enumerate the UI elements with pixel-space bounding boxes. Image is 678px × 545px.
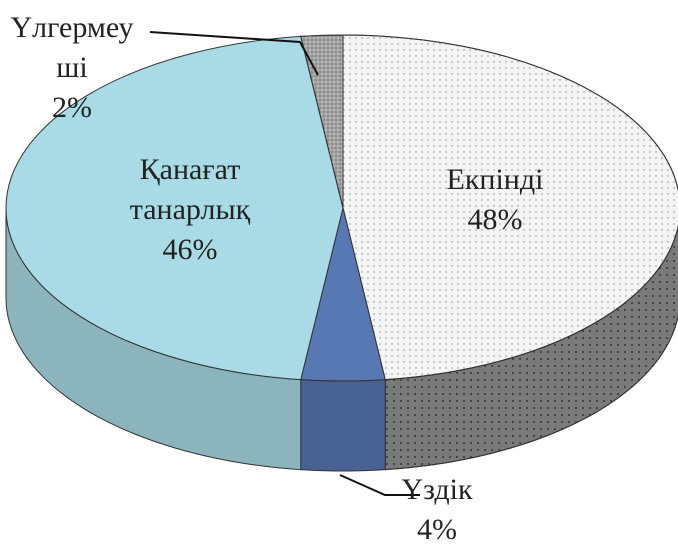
leader-line <box>149 31 319 76</box>
value-label: 48% <box>467 203 523 236</box>
category-label: Қанағат танарлық <box>129 153 251 226</box>
slice-side <box>300 379 386 472</box>
slice <box>5 35 344 381</box>
slice-label: Үздік 4% <box>327 470 547 545</box>
leader-line <box>339 474 420 496</box>
category-label: Екпінді <box>446 163 544 196</box>
slice-texture <box>300 34 344 209</box>
category-label: Үлгермеуші <box>10 11 134 84</box>
slice-label: Үлгермеуші 2% <box>5 8 140 128</box>
slice-label: Қанағат танарлық 46% <box>105 150 275 270</box>
slice-texture <box>342 34 678 381</box>
value-label: 4% <box>417 513 457 545</box>
category-label: Үздік <box>401 473 473 506</box>
slice-label: Екпінді 48% <box>395 160 595 240</box>
value-label: 2% <box>52 91 92 124</box>
value-label: 46% <box>162 233 218 266</box>
